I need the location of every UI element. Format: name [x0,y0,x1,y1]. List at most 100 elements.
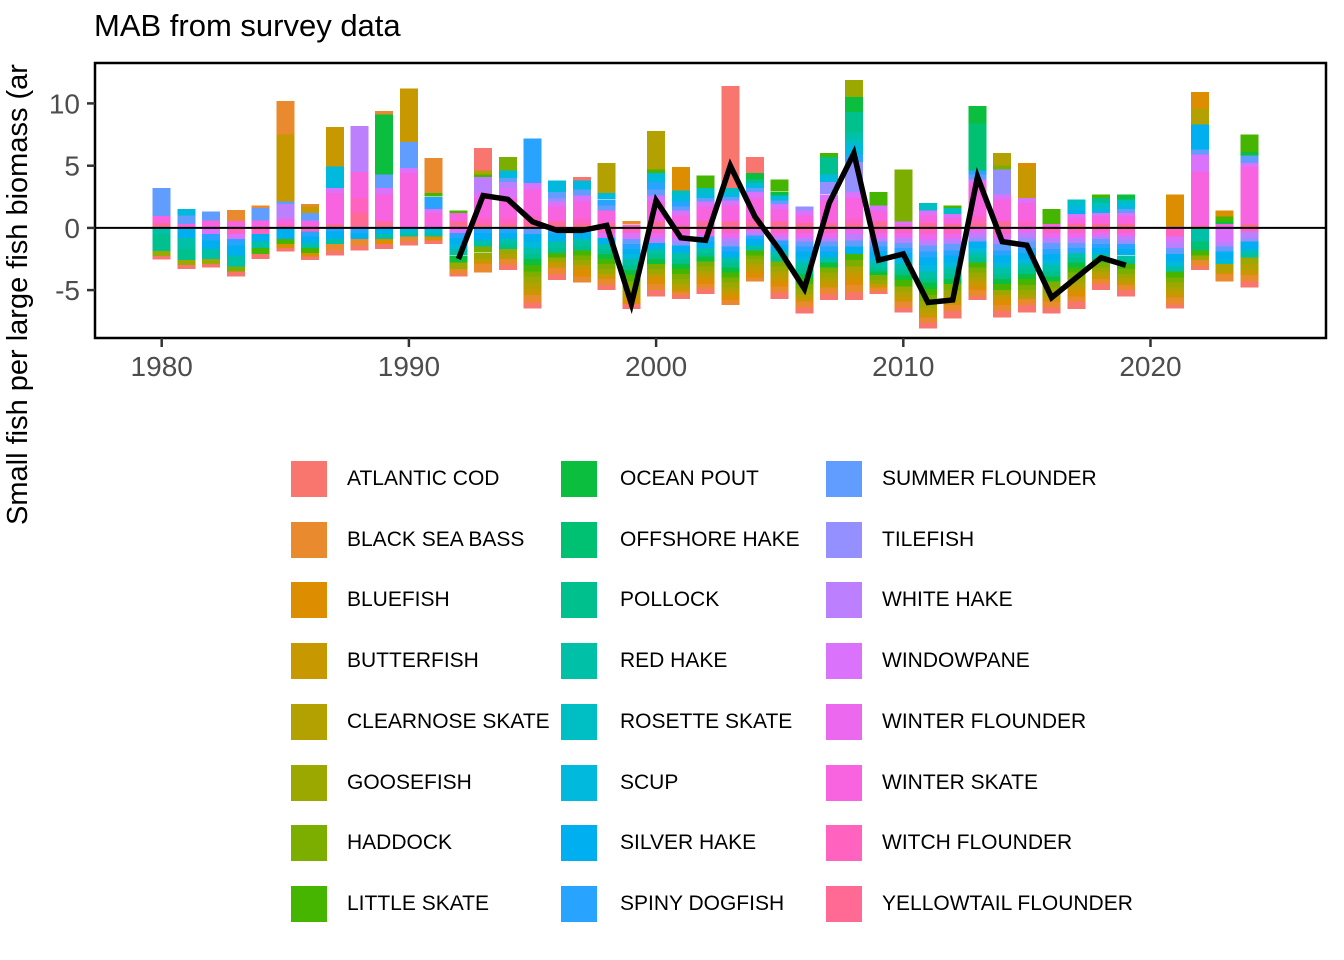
bar-segment [1166,241,1185,248]
bar-segment [968,232,987,238]
bar-segment [671,283,690,288]
legend-item: WHITE HAKE [826,582,1013,619]
y-tick-label: 5 [64,151,80,182]
bar-segment [894,224,913,228]
bar-segment [844,272,863,279]
bar-segment [325,166,344,189]
bar-segment [696,252,715,257]
bar-segment [647,278,666,284]
bar-segment [1092,224,1111,228]
bar-segment [919,307,937,313]
bar-segment [993,311,1012,318]
bar-segment [647,237,666,243]
bar-segment [1042,242,1061,249]
bar-segment [647,242,666,249]
bar-segment [301,220,320,222]
bar-segment [226,266,245,272]
legend-label: LITTLE SKATE [347,891,489,915]
bar-segment [474,259,493,264]
bar-segment [647,268,666,274]
bar-segment [721,241,740,247]
bar-segment [498,170,517,179]
legend-swatch [291,764,327,801]
legend-swatch [561,643,597,680]
bar-segment [1067,205,1086,211]
bar-segment [449,262,468,269]
bar-segment [894,237,913,243]
bar-segment [943,262,962,268]
bar-segment [597,244,616,250]
bar-segment [523,138,542,184]
bar-segment [770,195,789,201]
bar-segment [1240,134,1259,152]
bar-segment [671,268,690,274]
bar-segment [498,181,517,188]
bar-segment [1190,266,1209,271]
bar-segment [1116,199,1135,205]
bar-segment [671,245,690,253]
bar-segment [251,220,270,228]
bar-segment [746,264,764,268]
bar-segment [721,267,740,273]
bar-segment [1092,194,1111,198]
legend-item: OCEAN POUT [561,461,759,497]
bar-segment [573,180,591,190]
bar-segment [671,210,690,216]
bar-segment [943,250,962,256]
bar-segment [671,259,690,264]
bar-segment [696,266,715,272]
bar-segment [647,249,666,254]
bar-segment [820,293,839,300]
bar-segment [1067,224,1086,228]
bar-segment [943,239,962,245]
bar-segment [1092,203,1111,208]
bar-segment [202,220,221,228]
bar-segment [449,227,468,233]
bar-segment [1116,290,1135,297]
bar-segment [721,237,740,242]
bar-segment [301,256,320,261]
bar-segment [548,234,567,242]
bar-segment [251,247,270,254]
bar-segment [1116,204,1135,210]
bar-segment [226,209,245,221]
bar-segment [894,242,913,248]
bar-segment [721,251,740,258]
bar-segment [226,255,245,267]
bar-segment [1017,198,1036,203]
bar-segment [548,221,567,228]
legend-swatch [826,461,862,497]
bar-segment [721,191,740,197]
bar-segment [968,216,987,223]
legend-swatch [561,582,597,619]
bar-segment [548,273,567,281]
bar-segment [1240,166,1259,225]
bar-segment [1042,307,1061,314]
bar-segment [671,264,690,269]
legend-swatch [291,521,327,558]
bar-segment [622,254,641,259]
bar-segment [152,222,171,228]
bar-segment [276,204,295,220]
bar-segment [301,231,320,237]
bar-segment [993,169,1012,195]
bar-segment [523,222,542,228]
bar-segment [202,234,221,241]
bar-segment [1240,155,1259,164]
bar-segment [820,156,839,175]
bar-segment [1240,250,1259,258]
bar-segment [1042,227,1061,233]
bar-segment [573,219,591,225]
bar-segment [474,217,493,225]
bar-segment [350,171,369,198]
bar-segment [573,201,591,220]
bar-segment [622,249,641,254]
bar-segment [597,199,616,206]
bar-segment [1017,298,1036,305]
legend-label: SPINY DOGFISH [620,891,785,915]
bar-segment [795,273,814,279]
bar-segment [597,268,616,274]
bar-segment [869,262,888,268]
bar-segment [1042,260,1061,266]
